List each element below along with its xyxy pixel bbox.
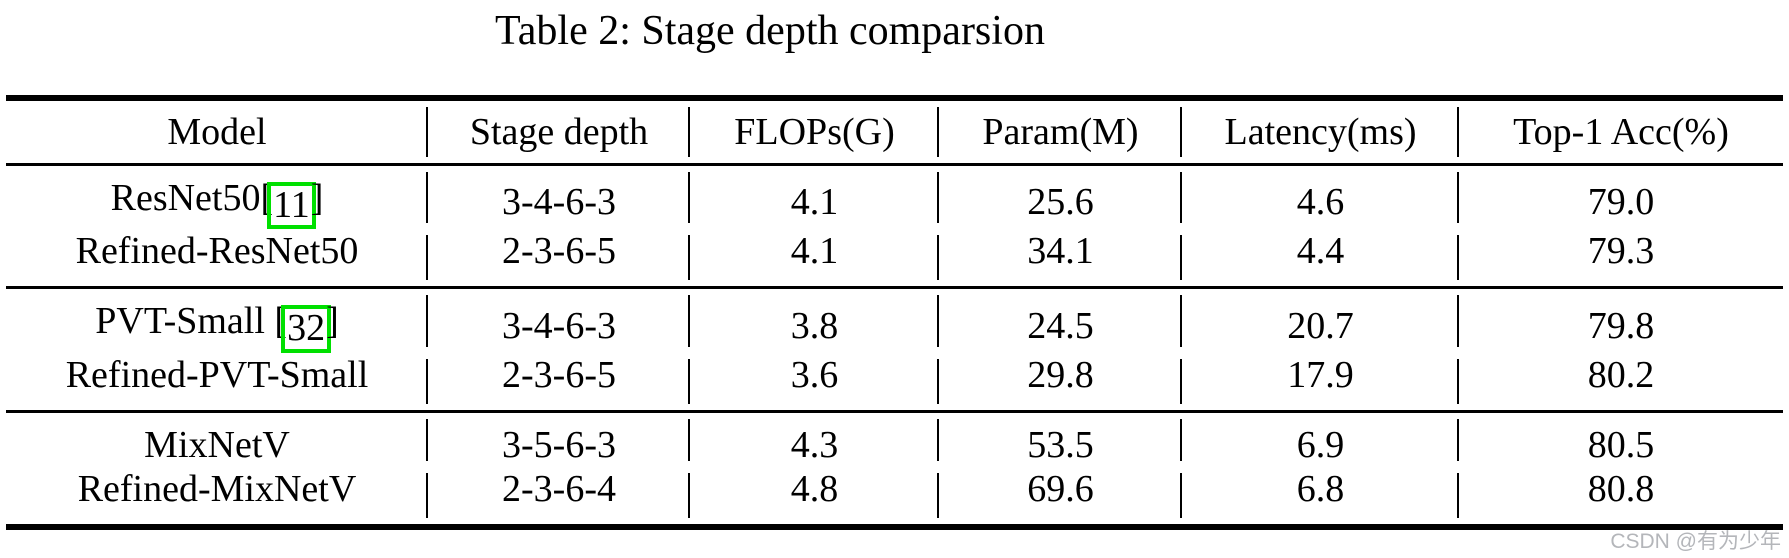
top1-acc-cell: 79.3 — [1587, 230, 1655, 273]
latency-cell: 4.6 — [1182, 164, 1459, 229]
latency-cell: 17.9 — [1182, 353, 1459, 412]
stage-depth-comparison-table: Model Stage depth FLOPs(G) Param(M) Late… — [6, 95, 1783, 531]
model-name: Refined-MixNetV — [77, 468, 357, 511]
table-row-refined-mixnetv: Refined-MixNetV 2-3-6-4 4.8 69.6 6.8 80.… — [6, 467, 1783, 527]
model-cell: ResNet50[11] — [6, 164, 428, 230]
param-cell: 53.5 — [939, 412, 1182, 468]
table-caption: Table 2: Stage depth comparsion — [495, 8, 1045, 54]
model-name: MixNetV — [144, 424, 290, 467]
latency-cell: 20.7 — [1182, 288, 1459, 353]
flops-cell: 3.6 — [690, 353, 939, 412]
table-row-mixnetv: MixNetV 3-5-6-3 4.3 53.5 6.9 80.5 — [6, 412, 1783, 468]
stage-depth-cell: 3-5-6-3 — [428, 412, 690, 468]
top1-acc-cell: 79.8 — [1587, 305, 1655, 348]
model-name: Refined-PVT-Small — [65, 354, 369, 397]
param-cell: 25.6 — [939, 164, 1182, 229]
model-cell: MixNetV — [6, 412, 428, 468]
top1-acc-cell: 80.2 — [1587, 354, 1655, 397]
stage-depth-cell: 3-4-6-3 — [428, 164, 690, 229]
header-row: Model Stage depth FLOPs(G) Param(M) Late… — [6, 98, 1783, 164]
param-cell: 29.8 — [939, 353, 1182, 412]
flops-cell: 4.8 — [690, 467, 939, 527]
stage-depth-cell: 2-3-6-5 — [428, 353, 690, 412]
flops-cell: 4.3 — [690, 412, 939, 468]
col-header-latency: Latency(ms) — [1182, 98, 1459, 164]
table-row-pvt-small: PVT-Small [32] 3-4-6-3 3.8 24.5 20.7 79.… — [6, 288, 1783, 354]
top1-acc-cell: 80.5 — [1587, 424, 1655, 467]
model-name: Refined-ResNet50 — [75, 230, 359, 273]
flops-cell: 4.1 — [690, 164, 939, 229]
latency-cell: 6.9 — [1182, 412, 1459, 468]
citation-link[interactable]: 32 — [281, 305, 332, 354]
model-cell: Refined-MixNetV — [6, 467, 428, 527]
table-row-refined-pvt-small: Refined-PVT-Small 2-3-6-5 3.6 29.8 17.9 … — [6, 353, 1783, 412]
col-header-param: Param(M) — [939, 98, 1182, 164]
top1-acc-cell: 79.0 — [1587, 181, 1655, 224]
model-name: ResNet50[ — [110, 176, 274, 219]
stage-depth-cell: 2-3-6-4 — [428, 467, 690, 527]
param-cell: 34.1 — [939, 229, 1182, 288]
table-row-refined-resnet50: Refined-ResNet50 2-3-6-5 4.1 34.1 4.4 79… — [6, 229, 1783, 288]
col-header-stage-depth: Stage depth — [428, 98, 690, 164]
col-header-flops: FLOPs(G) — [690, 98, 939, 164]
flops-cell: 3.8 — [690, 288, 939, 353]
latency-cell: 4.4 — [1182, 229, 1459, 288]
model-name-suffix: ] — [326, 300, 339, 343]
model-cell: PVT-Small [32] — [6, 288, 428, 354]
latency-cell: 6.8 — [1182, 467, 1459, 527]
csdn-watermark: CSDN @有为少年 — [1610, 530, 1781, 553]
flops-cell: 4.1 — [690, 229, 939, 288]
table-header: Model Stage depth FLOPs(G) Param(M) Late… — [6, 98, 1783, 164]
col-header-model: Model — [6, 98, 428, 164]
model-name: PVT-Small [ — [95, 300, 288, 343]
model-cell: Refined-ResNet50 — [6, 229, 428, 288]
stage-depth-cell: 3-4-6-3 — [428, 288, 690, 353]
table-row-resnet50: ResNet50[11] 3-4-6-3 4.1 25.6 4.6 79.0 — [6, 164, 1783, 230]
group-pvt: PVT-Small [32] 3-4-6-3 3.8 24.5 20.7 79.… — [6, 287, 1783, 412]
citation-link[interactable]: 11 — [267, 181, 316, 230]
group-mixnet: MixNetV 3-5-6-3 4.3 53.5 6.9 80.5 Refine… — [6, 411, 1783, 528]
model-cell: Refined-PVT-Small — [6, 353, 428, 412]
param-cell: 24.5 — [939, 288, 1182, 353]
stage-depth-cell: 2-3-6-5 — [428, 229, 690, 288]
col-header-top1-acc: Top-1 Acc(%) — [1513, 110, 1729, 153]
model-name-suffix: ] — [310, 176, 324, 219]
param-cell: 69.6 — [939, 467, 1182, 527]
top1-acc-cell: 80.8 — [1587, 468, 1655, 511]
group-resnet: ResNet50[11] 3-4-6-3 4.1 25.6 4.6 79.0 R… — [6, 164, 1783, 288]
